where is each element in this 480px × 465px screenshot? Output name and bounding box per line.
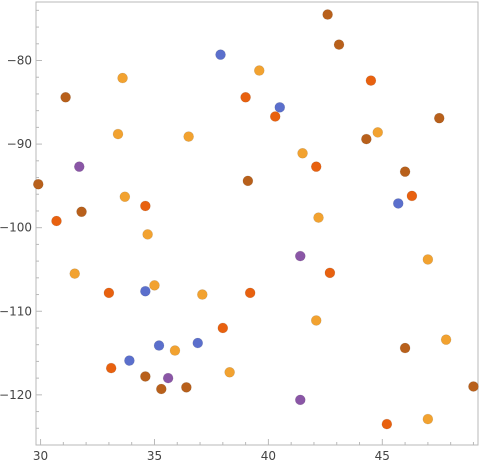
scatter-point <box>197 289 208 300</box>
scatter-point <box>294 250 306 262</box>
scatter-point <box>69 268 81 279</box>
scatter-point <box>103 287 115 299</box>
scatter-point <box>192 337 204 349</box>
scatter-point <box>156 383 167 395</box>
scatter-point <box>372 127 384 138</box>
x-tick-label: 35 <box>147 449 162 463</box>
y-tick-label: −100 <box>0 221 32 235</box>
data-points <box>32 9 479 430</box>
x-tick-label: 40 <box>261 449 276 463</box>
scatter-point <box>274 102 286 113</box>
scatter-point <box>153 340 165 351</box>
scatter-point <box>406 190 418 202</box>
scatter-point <box>294 394 306 406</box>
scatter-point <box>140 200 151 212</box>
scatter-point <box>181 382 192 393</box>
scatter-point <box>361 133 372 145</box>
scatter-point <box>169 345 181 356</box>
scatter-point <box>313 212 324 223</box>
scatter-point <box>440 334 452 345</box>
scatter-point <box>224 366 235 378</box>
scatter-point <box>149 280 160 291</box>
scatter-point <box>399 342 411 354</box>
scatter-point <box>269 111 281 122</box>
scatter-point <box>242 175 254 187</box>
scatter-point <box>215 49 226 60</box>
scatter-point <box>73 161 85 172</box>
scatter-point <box>60 91 71 103</box>
y-tick-label: −80 <box>7 54 32 68</box>
scatter-point <box>244 287 256 299</box>
scatter-point <box>399 166 411 177</box>
x-tick-label: 30 <box>33 449 48 463</box>
scatter-point <box>381 418 393 430</box>
scatter-point <box>322 9 333 20</box>
y-tick-label: −110 <box>0 304 32 318</box>
scatter-point <box>333 39 345 50</box>
scatter-point <box>240 91 251 103</box>
scatter-point <box>117 72 128 84</box>
scatter-point <box>422 413 434 425</box>
scatter-point <box>76 206 87 218</box>
y-tick-label: −90 <box>7 137 32 151</box>
scatter-point <box>140 371 151 382</box>
scatter-point <box>297 147 308 159</box>
x-tick-label: 45 <box>375 449 390 463</box>
scatter-point <box>468 381 479 392</box>
scatter-point <box>119 191 131 203</box>
scatter-point <box>183 131 194 142</box>
scatter-point <box>392 198 404 209</box>
scatter-point <box>310 161 322 172</box>
scatter-point <box>433 112 445 124</box>
scatter-point <box>140 285 151 297</box>
scatter-point <box>51 215 62 227</box>
scatter-point <box>112 128 124 140</box>
scatter-point <box>105 362 117 374</box>
scatter-point <box>253 65 265 76</box>
scatter-point <box>365 75 377 86</box>
scatter-point <box>217 322 229 334</box>
axis-ticks: 30 35 40 45 −80 −90 −100 −110 −120 <box>0 9 474 463</box>
plot-frame <box>35 1 479 446</box>
scatter-point <box>324 267 336 279</box>
scatter-point <box>142 229 153 240</box>
scatter-point <box>422 254 434 265</box>
scatter-point <box>310 315 322 326</box>
y-tick-label: −120 <box>0 388 32 402</box>
scatter-point <box>124 355 135 366</box>
scatter-point <box>32 178 44 190</box>
scatter-point <box>162 372 174 384</box>
